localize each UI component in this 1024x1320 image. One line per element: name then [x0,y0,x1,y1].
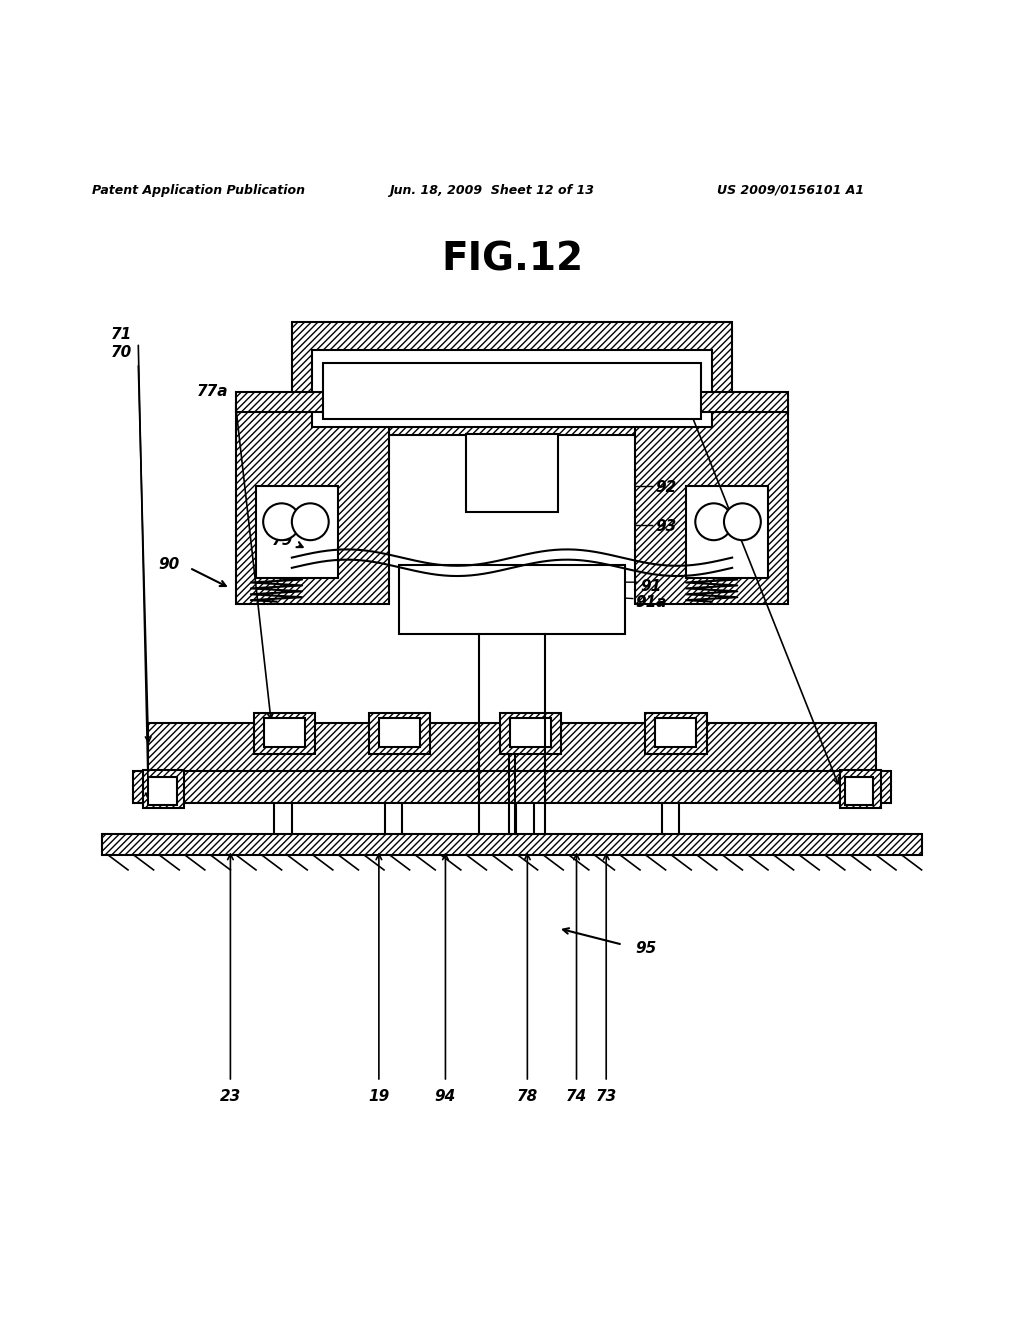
Circle shape [695,503,732,540]
Bar [645,713,707,754]
Text: 91a: 91a [635,595,667,610]
Bar [500,713,561,754]
Circle shape [292,503,329,540]
Bar [148,776,177,805]
Bar [148,723,876,772]
Bar [323,363,701,420]
Bar [102,834,922,854]
Bar [635,392,788,412]
Bar [379,718,420,747]
Bar [466,434,558,512]
Bar [292,322,732,434]
Bar [655,718,696,747]
Text: 19: 19 [369,1089,389,1104]
Bar [236,392,389,412]
Text: 71: 71 [111,327,132,342]
Text: 77a: 77a [197,384,228,399]
Text: Jun. 18, 2009  Sheet 12 of 13: Jun. 18, 2009 Sheet 12 of 13 [389,183,594,197]
Bar [236,404,389,603]
Text: Patent Application Publication: Patent Application Publication [92,183,305,197]
Text: 79: 79 [271,533,293,548]
Circle shape [263,503,300,540]
Text: 78: 78 [517,1089,538,1104]
Text: 90: 90 [159,557,180,573]
Text: 93: 93 [655,519,677,535]
Text: FIG.12: FIG.12 [441,240,583,279]
Text: 95: 95 [635,941,656,956]
Circle shape [724,503,761,540]
Bar [845,776,873,805]
Bar [840,770,881,808]
Bar [399,565,625,635]
Bar [143,770,184,808]
Bar [312,350,712,426]
Bar [256,486,338,578]
Text: 94: 94 [435,1089,456,1104]
Text: 72: 72 [655,366,677,380]
Text: 73: 73 [596,1089,616,1104]
Text: 23: 23 [220,1089,241,1104]
Bar [510,718,551,747]
Bar [254,713,315,754]
Text: 91: 91 [640,578,662,594]
Text: 74: 74 [566,1089,587,1104]
Bar [264,718,305,747]
Text: 92: 92 [655,480,677,495]
Bar [635,404,788,603]
Text: 70: 70 [111,346,132,360]
Bar [133,771,891,804]
Bar [369,713,430,754]
Bar [686,486,768,578]
Text: US 2009/0156101 A1: US 2009/0156101 A1 [717,183,864,197]
